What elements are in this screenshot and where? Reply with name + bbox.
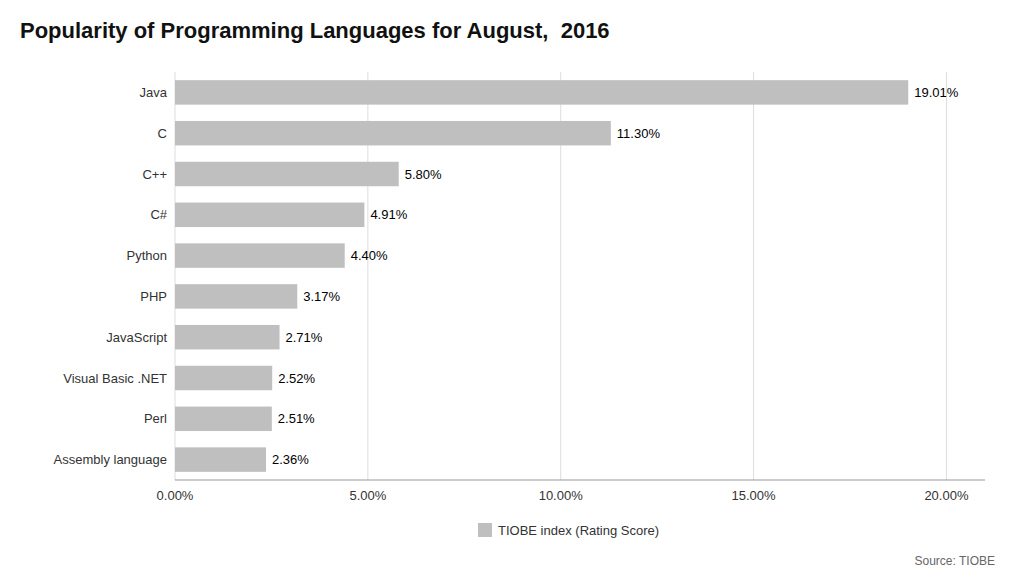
legend: TIOBE index (Rating Score) [478, 523, 659, 538]
y-tick-label: JavaScript [106, 330, 167, 345]
data-label: 19.01% [914, 85, 959, 100]
y-tick-label: C [158, 126, 167, 141]
y-tick-label: Visual Basic .NET [63, 371, 167, 386]
y-tick-label: PHP [140, 289, 167, 304]
grid-line [946, 72, 947, 480]
bar [175, 80, 908, 104]
y-tick-label: Assembly language [54, 452, 167, 467]
data-label: 2.52% [278, 371, 315, 386]
chart-container: Popularity of Programming Languages for … [0, 0, 1025, 577]
page: {"chart_data": {"type": "bar", "orientat… [0, 0, 1025, 577]
data-label: 11.30% [617, 126, 661, 141]
y-tick-label: C++ [142, 167, 167, 182]
bar [175, 243, 345, 267]
data-label: 4.40% [351, 248, 388, 263]
bar [175, 407, 272, 431]
x-tick-label: 20.00% [924, 488, 969, 503]
bar [175, 284, 297, 308]
x-tick-label: 15.00% [732, 488, 777, 503]
y-tick-label: Java [140, 85, 168, 100]
bar [175, 203, 364, 227]
title: Popularity of Programming Languages for … [20, 18, 610, 43]
y-tick-label: Python [127, 248, 167, 263]
x-axis-line [175, 480, 985, 481]
x-tick-label: 10.00% [539, 488, 584, 503]
bars [175, 80, 908, 472]
data-label: 5.80% [405, 167, 442, 182]
y-tick-label: C# [150, 207, 167, 222]
chart: Popularity of Programming Languages for … [0, 0, 1025, 577]
x-tick-label: 0.00% [157, 488, 194, 503]
data-label: 4.91% [370, 207, 407, 222]
grid [175, 72, 946, 480]
data-label: 3.17% [303, 289, 340, 304]
legend-label: TIOBE index (Rating Score) [498, 523, 659, 538]
bar [175, 447, 266, 471]
x-tick-label: 5.00% [349, 488, 386, 503]
legend-swatch [478, 523, 492, 537]
data-labels: 2.36% 2.51% 2.52% 2.71% 3.17% 4.40% 4.91% 5.80%… [272, 85, 959, 467]
grid-line [753, 72, 754, 480]
data-label: 2.71% [286, 330, 323, 345]
bar [175, 162, 399, 186]
data-label: 2.51% [278, 411, 315, 426]
annotation: Source: TIOBE [915, 554, 995, 568]
data-label: 2.36% [272, 452, 309, 467]
bar [175, 325, 280, 349]
bar [175, 366, 272, 390]
y-tick-label: Perl [144, 411, 167, 426]
bar [175, 121, 611, 145]
